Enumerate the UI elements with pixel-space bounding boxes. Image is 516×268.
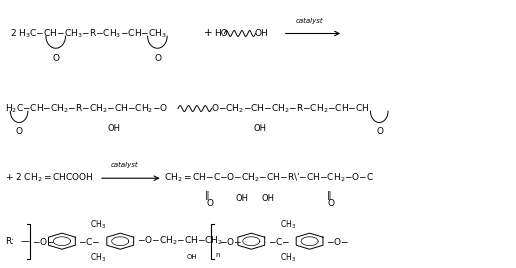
Text: CH$_3$: CH$_3$ [90,219,106,231]
Text: $-$O$-$: $-$O$-$ [32,236,55,247]
Text: R:: R: [5,237,14,246]
Text: OH: OH [254,29,268,38]
Text: OH: OH [253,124,266,133]
Text: CH$_2$$=$CH$-$C$-$O$-$CH$_2$$-$CH$-$R\'$-$CH$-$CH$_2$$-$O$-$C: CH$_2$$=$CH$-$C$-$O$-$CH$_2$$-$CH$-$R\'$… [164,172,375,184]
Text: $-$O$-$: $-$O$-$ [219,236,243,247]
Text: $-$C$-$: $-$C$-$ [78,236,101,247]
Text: catalyst: catalyst [296,18,324,24]
Text: OH: OH [262,194,275,203]
Text: O: O [16,127,23,136]
Text: +: + [204,28,213,39]
Text: CH$_3$: CH$_3$ [90,251,106,263]
Text: OH: OH [236,194,249,203]
Text: —: — [21,237,29,246]
Text: catalyst: catalyst [111,162,139,168]
Text: HO: HO [214,29,228,38]
Text: H$_2$C$-$CH$-$CH$_2$$-$R$-$CH$_2$$-$CH$-$CH$_2$$-$O: H$_2$C$-$CH$-$CH$_2$$-$R$-$CH$_2$$-$CH$-… [5,102,168,115]
Text: $-$O$-$: $-$O$-$ [326,236,349,247]
Text: n: n [215,252,220,258]
Text: O: O [53,54,60,64]
Text: $+$ 2 CH$_2$$=$CHCOOH: $+$ 2 CH$_2$$=$CHCOOH [5,172,94,184]
Text: ‖: ‖ [205,191,210,200]
Text: CH$_3$: CH$_3$ [280,219,296,231]
Text: OH: OH [187,254,198,260]
Text: $-$O$-$CH$_2$$-$CH$-$CH$_2$: $-$O$-$CH$_2$$-$CH$-$CH$_2$ [137,235,223,247]
Text: ‖: ‖ [327,191,331,200]
Text: CH$_3$: CH$_3$ [280,251,296,263]
Text: OH: OH [107,124,120,133]
Text: O: O [206,199,214,208]
Text: O: O [328,199,335,208]
Text: O$-$CH$_2$$-$CH$-$CH$_2$$-$R$-$CH$_2$$-$CH$-$CH: O$-$CH$_2$$-$CH$-$CH$_2$$-$R$-$CH$_2$$-$… [211,102,369,115]
Text: O: O [154,54,162,64]
Text: $-$C$-$: $-$C$-$ [268,236,291,247]
Text: O: O [376,127,383,136]
Text: 2 H$_3$C$-$CH$-$CH$_3$$-$R$-$CH$_3$$-$CH$-$CH$_3$: 2 H$_3$C$-$CH$-$CH$_3$$-$R$-$CH$_3$$-$CH… [10,27,167,40]
